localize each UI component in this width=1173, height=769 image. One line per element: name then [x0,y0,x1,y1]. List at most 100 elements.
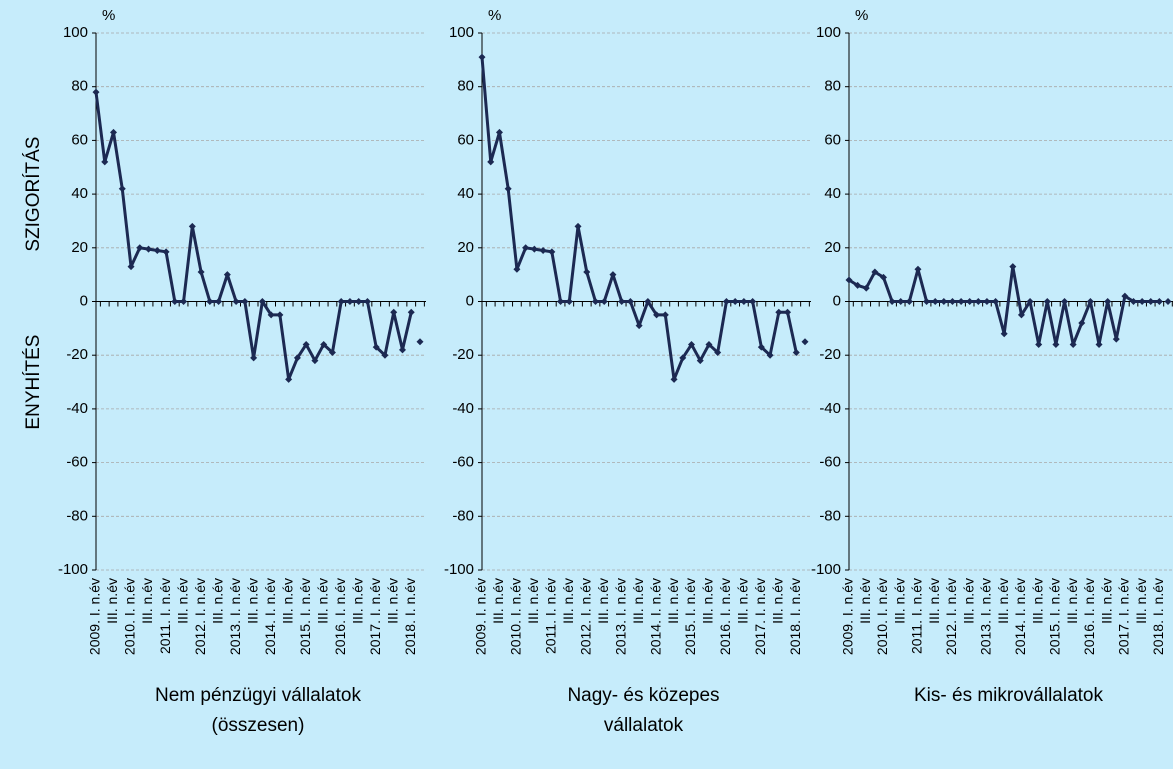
data-point [705,340,713,348]
data-point [670,375,678,383]
data-point [258,298,266,305]
x-tick-label: 2009. I. n.év [473,578,489,655]
y-tick-label: 40 [71,185,88,202]
data-point [757,343,765,351]
x-tick-label: 2014. I. n.év [262,578,278,655]
x-tick-label: III. n.év [209,578,225,624]
x-tick-label: III. n.év [995,578,1011,624]
data-point [495,128,503,136]
x-tick-label: III. n.év [630,578,646,624]
y-tick-label: 80 [71,78,88,95]
y-tick-label: 80 [824,78,841,95]
data-point [1000,330,1008,338]
y-tick-label: -80 [819,507,841,524]
y-tick-label: 40 [457,185,474,202]
data-point [600,298,608,305]
x-tick-label: 2010. I. n.év [508,578,524,655]
data-point [966,298,974,305]
data-point [1078,319,1086,327]
data-point [565,298,573,305]
x-tick-label: 2016. I. n.év [332,578,348,655]
x-tick-label: III. n.év [1133,578,1149,624]
data-point [206,298,214,305]
data-point [127,263,135,271]
data-point [775,308,783,316]
y-tick-label: -20 [452,346,474,363]
x-tick-label: III. n.év [770,578,786,624]
data-point [328,349,336,357]
data-point [101,158,109,166]
data-point [931,298,939,305]
x-tick-label: III. n.év [700,578,716,624]
data-point [1017,311,1025,319]
data-point [618,298,626,305]
x-tick-label: 2017. I. n.év [752,578,768,655]
x-tick-label: III. n.év [960,578,976,624]
x-tick-label: 2011. I. n.év [157,578,173,654]
data-point [162,248,170,256]
x-tick-label: III. n.év [891,578,907,624]
data-point [1043,298,1051,305]
x-tick-label: 2014. I. n.év [647,578,663,655]
x-tick-label: 2015. I. n.év [297,578,313,655]
data-point [153,246,161,254]
data-point [1052,340,1060,348]
x-tick-label: 2009. I. n.év [840,578,856,655]
y-tick-label: 60 [71,131,88,148]
y-tick-label: 60 [824,131,841,148]
data-point [522,244,530,252]
data-point [1035,340,1043,348]
y-tick-label: 60 [457,131,474,148]
data-point [653,311,661,319]
x-tick-label: III. n.év [490,578,506,624]
data-point [923,298,931,305]
data-point [983,298,991,305]
x-tick-label: III. n.év [560,578,576,624]
data-point [749,298,757,305]
x-tick-label: III. n.év [384,578,400,624]
data-point [766,351,774,359]
y-tick-label: -20 [66,346,88,363]
x-tick-label: 2015. I. n.év [682,578,698,655]
data-point [948,298,956,305]
x-tick-label: III. n.év [595,578,611,624]
data-point [862,284,870,292]
series-line [480,57,798,381]
y-unit: % [102,7,115,24]
y-tick-label: 100 [63,24,88,41]
x-tick-label: 2018. I. n.év [787,578,803,655]
data-point [854,281,862,289]
chart-title: Nem pénzügyi vállalatok [155,685,361,706]
data-point [188,222,196,230]
x-tick-label: 2012. I. n.év [577,578,593,655]
data-point [285,375,293,383]
data-point [1121,292,1129,300]
data-point [974,298,982,305]
data-point [1155,298,1163,305]
data-point [879,273,887,281]
data-point [355,298,363,305]
x-tick-label: 2016. I. n.év [717,578,733,655]
data-point [714,349,722,357]
data-point [583,268,591,276]
data-point [110,128,118,136]
x-tick-label: 2014. I. n.év [1012,578,1028,655]
y-tick-label: -80 [66,507,88,524]
x-tick-label: III. n.év [279,578,295,624]
data-point [957,298,965,305]
x-tick-label: 2016. I. n.év [1081,578,1097,655]
y-tick-label: 0 [466,292,474,309]
x-tick-label: III. n.év [857,578,873,624]
data-point [897,298,905,305]
data-point [504,185,512,193]
y-tick-label: -20 [819,346,841,363]
x-tick-label: 2011. I. n.év [543,578,559,654]
data-point [180,298,188,305]
data-point [792,349,800,357]
x-tick-label: III. n.év [244,578,260,624]
data-point [696,357,704,365]
y-tick-label: 0 [80,292,88,309]
x-tick-label: III. n.év [665,578,681,624]
chart-title: Nagy- és közepes [567,685,719,706]
